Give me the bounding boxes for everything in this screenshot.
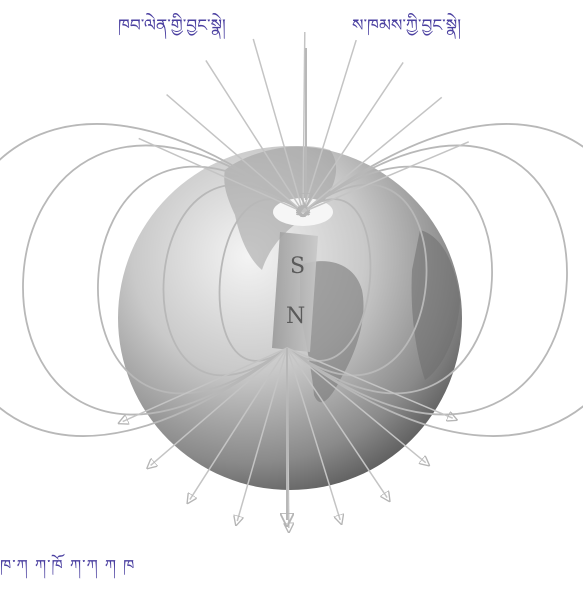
bar-magnet: [272, 232, 318, 352]
outgoing-field-line: [190, 347, 288, 500]
field-line: [22, 144, 304, 416]
incoming-field-line: [303, 39, 357, 212]
magnetic-field-diagram: [0, 32, 583, 565]
field-line: [162, 183, 304, 377]
field-line: [286, 123, 583, 437]
incoming-field-line: [303, 32, 305, 212]
outgoing-field-line: [286, 347, 426, 463]
outgoing-field-line: [286, 347, 340, 520]
incoming-field-line: [205, 60, 303, 212]
magnetic-north-pole-label: ཁབ་ལེན་གྱི་བྱང་སྣེ།: [118, 16, 226, 36]
field-line: [286, 165, 493, 395]
incoming-field-line: [303, 141, 470, 212]
incoming-field-line: [303, 96, 443, 212]
outgoing-field-line: [286, 347, 387, 498]
geographic-north-pole-label: ས་ཁམས་ཀྱི་བྱང་སྣེ།: [352, 16, 461, 36]
incoming-field-line: [166, 93, 303, 212]
bottom-cropped-label: ཁ་ཀ ཀ་ཁོ ཀ་ཀ ཀ ཁ: [0, 556, 136, 575]
outgoing-field-line: [151, 347, 288, 465]
incoming-field-line: [303, 62, 404, 212]
incoming-field-line: [138, 137, 303, 212]
field-line: [0, 123, 304, 437]
africa-landmass: [411, 230, 460, 380]
magnet-south-pole-label: S: [290, 254, 306, 279]
incoming-field-line: [252, 38, 303, 212]
outgoing-field-line: [286, 347, 453, 418]
outgoing-field-line: [123, 347, 288, 422]
outgoing-field-line: [237, 347, 288, 521]
field-lines: [0, 32, 583, 528]
field-line: [218, 198, 304, 362]
field-line: [286, 198, 372, 362]
axis-lines: [287, 48, 306, 520]
field-line: [286, 144, 568, 416]
magnet-north-pole-label: N: [286, 304, 306, 329]
